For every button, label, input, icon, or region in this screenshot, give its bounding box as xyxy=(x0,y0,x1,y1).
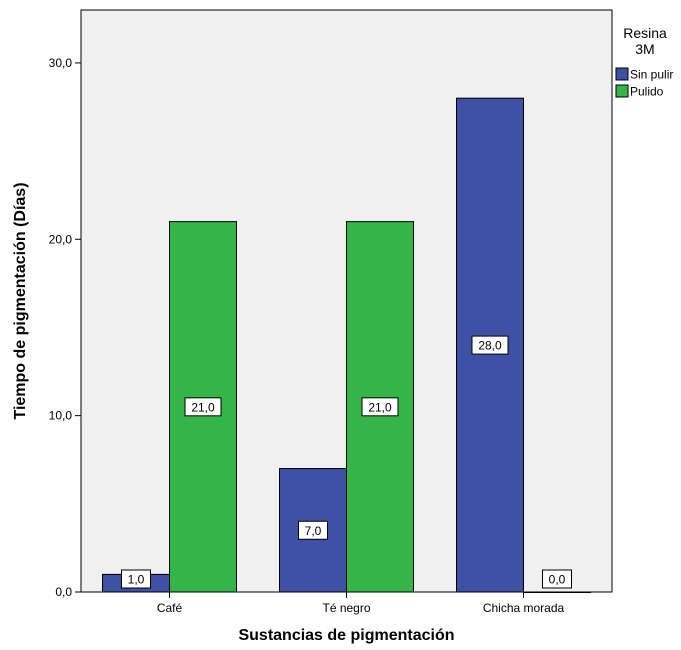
x-axis-title: Sustancias de pigmentación xyxy=(238,627,454,644)
data-label-sin-pulir-2: 28,0 xyxy=(471,335,509,355)
legend-swatch xyxy=(615,84,629,98)
legend-label: Pulido xyxy=(630,85,664,99)
data-label-text: 21,0 xyxy=(191,400,215,414)
y-axis: 0,0 10,0 20,0 30,0 xyxy=(49,56,81,599)
legend-label: Sin pulir xyxy=(630,68,673,82)
data-label-sin-pulir-1: 7,0 xyxy=(298,520,328,540)
data-label-pulido-2: 0,0 xyxy=(542,569,572,589)
data-label-box xyxy=(121,569,151,589)
data-label-pulido-0: 21,0 xyxy=(184,397,222,417)
data-label-box xyxy=(298,520,328,540)
y-tick-label: 0,0 xyxy=(55,585,72,599)
data-label-sin-pulir-0: 1,0 xyxy=(121,569,151,589)
data-label-text: 1,0 xyxy=(128,573,145,587)
data-label-text: 28,0 xyxy=(478,339,502,353)
data-label-text: 7,0 xyxy=(305,524,322,538)
y-tick-label: 20,0 xyxy=(49,232,73,246)
legend: Resina 3M Sin pulir Pulido xyxy=(615,25,673,99)
data-label-text: 21,0 xyxy=(368,400,392,414)
data-label-box xyxy=(471,335,509,355)
legend-title-line-1: Resina xyxy=(623,25,667,41)
data-labels-group: 1,0 21,0 7,0 21,0 28,0 0,0 xyxy=(121,335,572,589)
x-axis: Café Té negro Chicha morada xyxy=(157,592,565,615)
y-tick-label: 30,0 xyxy=(49,56,73,70)
bar-pulido-2 xyxy=(523,591,591,593)
data-label-text: 0,0 xyxy=(549,573,566,587)
data-label-box xyxy=(184,397,222,417)
x-tick-label: Chicha morada xyxy=(483,601,565,615)
data-label-box xyxy=(542,569,572,589)
y-axis-title: Tiempo de pigmentación (Días) xyxy=(12,182,29,419)
x-tick-label: Té negro xyxy=(322,601,370,615)
legend-swatch xyxy=(615,67,629,81)
data-label-pulido-1: 21,0 xyxy=(361,397,399,417)
y-tick-label: 10,0 xyxy=(49,409,73,423)
legend-title-line-2: 3M xyxy=(635,41,654,57)
x-tick-label: Café xyxy=(157,601,183,615)
data-label-box xyxy=(361,397,399,417)
